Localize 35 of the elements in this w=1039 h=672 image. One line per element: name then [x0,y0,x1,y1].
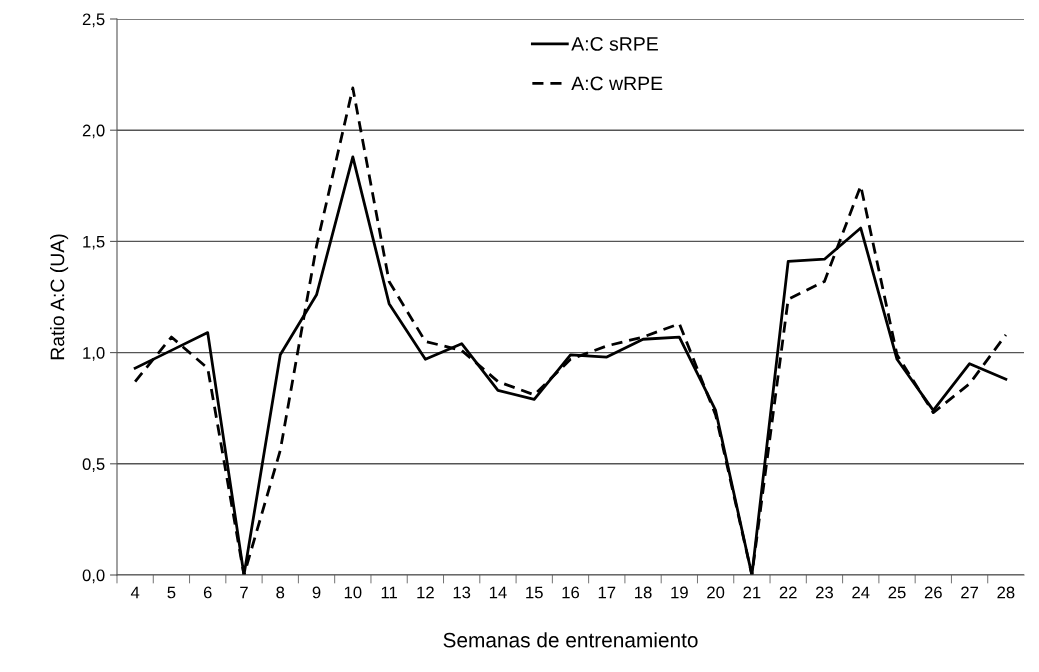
x-tick-label: 12 [417,586,434,599]
x-tick-label: 17 [598,586,616,599]
x-axis-title: Semanas de entrenamiento [443,632,698,648]
x-tick-label: 27 [961,586,979,599]
x-tick-label: 11 [381,586,397,599]
x-tick-label: 8 [276,586,285,599]
x-tick-label: 20 [707,586,725,599]
y-tick-label: 1,5 [83,235,105,250]
legend-label: A:C sRPE [571,37,658,51]
y-tick-label: 1,0 [83,347,105,361]
x-tick-label: 7 [240,586,248,599]
x-tick-label: 4 [130,586,140,599]
x-tick-label: 21 [743,586,761,599]
x-tick-label: 15 [526,586,543,599]
x-tick-label: 26 [924,586,942,599]
x-tick-label: 28 [997,586,1015,599]
y-tick-label: 2,0 [82,124,105,139]
y-tick-label: 2,5 [82,13,105,28]
x-tick-label: 18 [635,586,652,599]
y-axis-title: Ratio A:C (UA) [50,234,69,360]
x-tick-label: 13 [453,586,471,599]
x-tick-label: 6 [203,586,212,599]
x-tick-label: 9 [312,586,321,599]
x-tick-label: 23 [816,586,833,599]
x-tick-label: 22 [779,586,797,599]
y-tick-label: 0,0 [82,569,105,584]
x-tick-label: 16 [562,586,580,599]
y-tick-label: 0,5 [82,458,105,472]
x-tick-label: 10 [344,586,362,599]
x-tick-label: 5 [167,586,176,599]
x-tick-label: 19 [671,586,688,599]
x-tick-label: 25 [888,586,906,599]
x-tick-label: 14 [489,586,507,599]
legend-label: A:C wRPE [571,76,663,91]
x-tick-label: 24 [852,586,870,599]
